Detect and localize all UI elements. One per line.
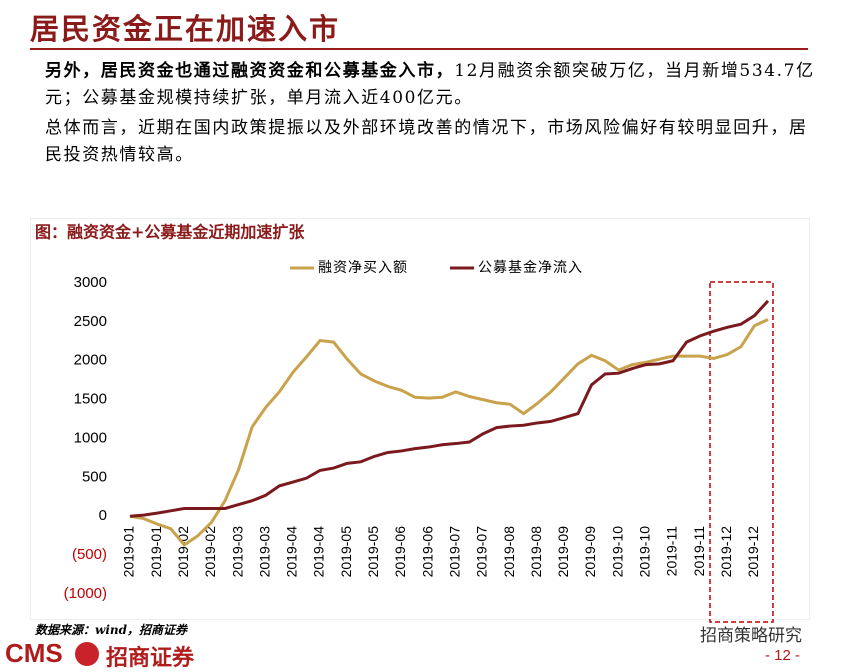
x-tick-label: 2019-06 (419, 526, 435, 578)
x-tick-label: 2019-11 (664, 526, 680, 577)
paragraph: 总体而言，近期在国内政策提振以及外部环境改善的情况下，市场风险偏好有较明显回升，… (45, 118, 808, 165)
x-tick-label: 2019-05 (365, 526, 381, 578)
x-tick-label: 2019-11 (691, 526, 707, 577)
page-number: - 12 - (765, 647, 801, 664)
x-tick-label: 2019-04 (284, 526, 300, 578)
legend-label: 融资净买入额 (318, 260, 408, 276)
y-tick-label: 500 (82, 468, 107, 485)
series-line (129, 318, 769, 548)
x-tick-label: 2019-07 (446, 526, 462, 578)
x-tick-label: 2019-02 (175, 526, 191, 578)
y-tick-label: 1500 (74, 391, 107, 408)
y-tick-label: 3000 (74, 274, 107, 291)
logo-icon (75, 642, 99, 666)
x-tick-label: 2019-02 (202, 526, 218, 578)
y-tick-label: (1000) (64, 585, 107, 602)
x-tick-label: 2019-07 (474, 526, 490, 578)
x-tick-label: 2019-01 (148, 526, 164, 578)
x-tick-label: 2019-04 (311, 526, 327, 578)
highlight-box (709, 281, 774, 623)
logo: CMS (5, 638, 63, 668)
y-tick-label: 2500 (74, 313, 107, 330)
x-tick-label: 2019-09 (582, 526, 598, 578)
x-tick-label: 2019-05 (338, 526, 354, 578)
x-tick-label: 2019-12 (745, 526, 761, 578)
watermark: 招商策略研究 (700, 626, 802, 646)
x-tick-label: 2019-12 (718, 526, 734, 578)
source: 数据来源：wind，招商证券 (35, 623, 188, 637)
x-tick-label: 2019-06 (392, 526, 408, 578)
x-tick-label: 2019-01 (121, 526, 137, 578)
x-tick-label: 2019-09 (555, 526, 571, 578)
x-tick-label: 2019-03 (229, 526, 245, 578)
series-line (129, 299, 770, 518)
slide-title: 居民资金正在加速入市 (30, 12, 341, 46)
x-tick-label: 2019-10 (637, 526, 653, 578)
chart-frame (30, 218, 810, 620)
y-tick-label: (500) (72, 546, 107, 563)
text: 12月融资余额突破万亿，当月新增534.7亿元；公募基金规模持续扩张，单月流入近… (45, 61, 815, 108)
chart-title: 图：融资资金+公募基金近期加速扩张 (35, 223, 305, 242)
x-tick-label: 2019-10 (609, 526, 625, 578)
x-tick-label: 2019-08 (528, 526, 544, 578)
y-tick-label: 2000 (74, 352, 107, 369)
bold-text: 另外，居民资金也通过融资资金和公募基金入市， (45, 61, 455, 81)
legend-label: 公募基金净流入 (478, 259, 583, 276)
x-tick-label: 2019-08 (501, 526, 517, 578)
title-rule (30, 48, 808, 50)
y-tick-label: 1000 (74, 429, 107, 446)
paragraph: 另外，居民资金也通过融资资金和公募基金入市，12月融资余额突破万亿，当月新增53… (45, 58, 815, 112)
x-tick-label: 2019-03 (256, 526, 272, 578)
y-tick-label: 0 (99, 507, 107, 524)
logo-name: 招商证券 (106, 645, 195, 671)
